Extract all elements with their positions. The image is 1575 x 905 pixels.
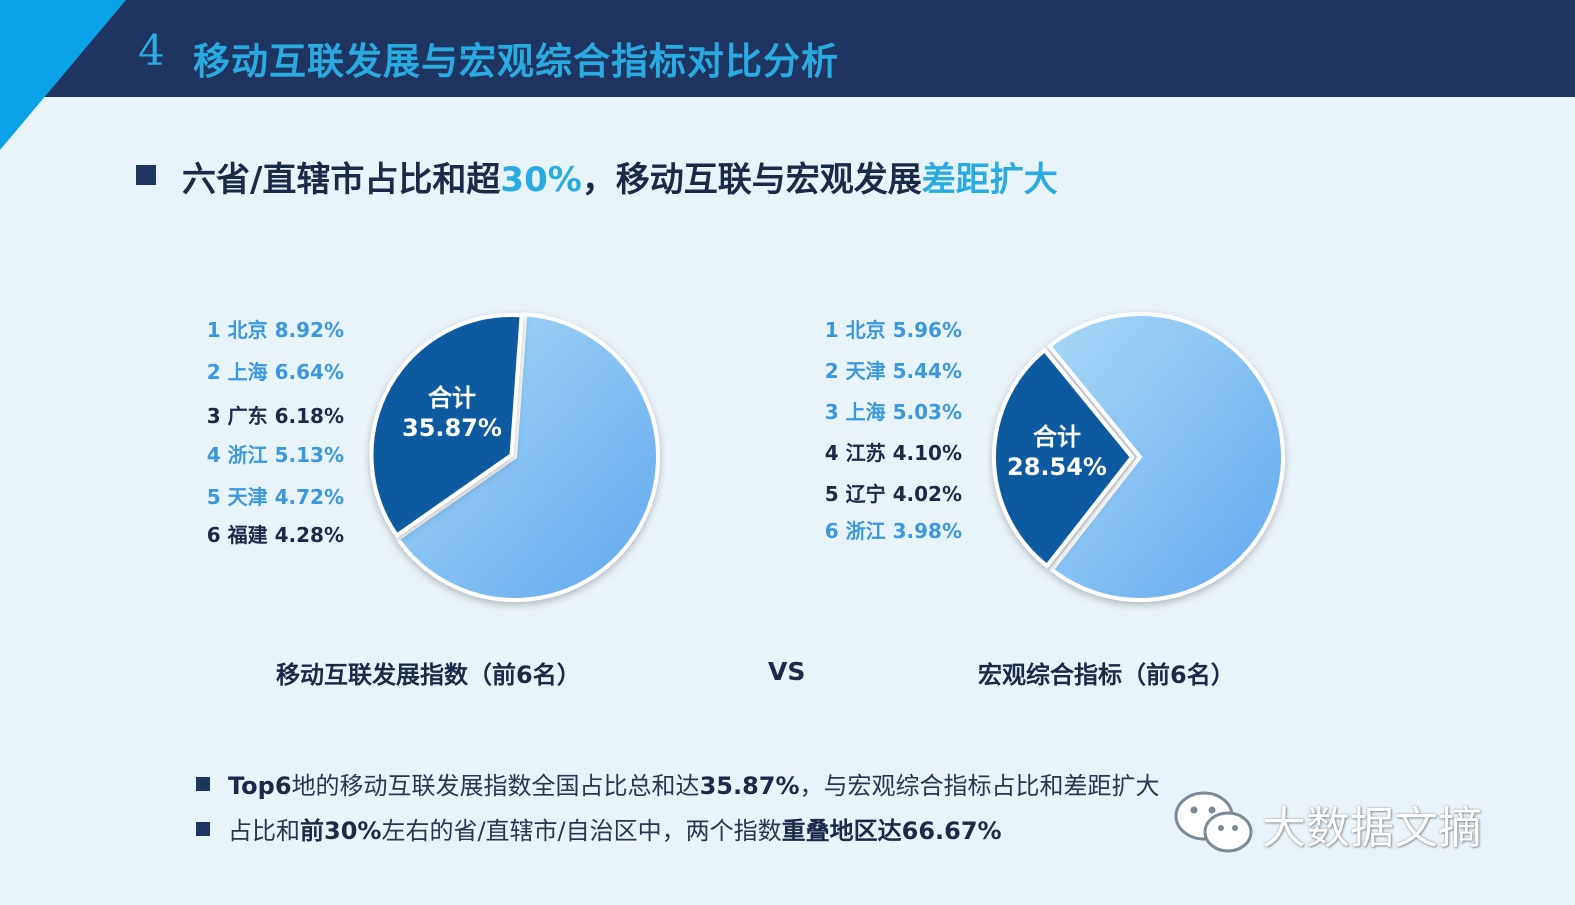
- headline-highlight1: 30%: [500, 160, 582, 200]
- note-2-bold-a: 前30%: [300, 817, 382, 845]
- section-number: 4: [138, 26, 165, 75]
- legend-item-4: 4 江苏 4.10%: [824, 441, 962, 465]
- legend-item-1: 1 北京 5.96%: [824, 318, 962, 342]
- headline-bullet: [136, 165, 156, 185]
- legend-item-1: 1 北京 8.92%: [206, 318, 344, 342]
- pie-slice-rest: [395, 312, 660, 602]
- watermark-text: 大数据文摘: [1262, 803, 1482, 854]
- pie-total-value: 28.54%: [1007, 453, 1107, 481]
- pie-slice-rest: [1046, 312, 1285, 602]
- pie-slice-top6: [369, 313, 524, 539]
- note-1: Top6地的移动互联发展指数全国占比总和达35.87%，与宏观综合指标占比和差距…: [196, 766, 1160, 801]
- caption-left: 移动互联发展指数（前6名）: [276, 661, 581, 689]
- headline-part1: 六省/直辖市占比和超: [182, 160, 501, 200]
- page-title: 移动互联发展与宏观综合指标对比分析: [193, 40, 839, 83]
- note-1-text-c: ，与宏观综合指标占比和差距扩大: [799, 772, 1160, 800]
- note-1-bold-b: 35.87%: [699, 772, 800, 800]
- pie-slice-top6: [992, 347, 1135, 569]
- pie-total-label: 合计: [1033, 423, 1081, 451]
- headline: 六省/直辖市占比和超30%，移动互联与宏观发展差距扩大: [136, 152, 1058, 201]
- wechat-icon: [1174, 791, 1253, 853]
- note-bullet: [196, 822, 210, 836]
- legend-item-2: 2 天津 5.44%: [824, 359, 962, 383]
- legend-item-5: 5 辽宁 4.02%: [824, 482, 962, 506]
- vs-label: VS: [768, 657, 806, 686]
- note-2-text-a: 占比和: [228, 817, 300, 845]
- note-1-text-b: 地的移动互联发展指数全国占比总和达: [291, 772, 700, 800]
- header-bar: 4 移动互联发展与宏观综合指标对比分析: [0, 0, 1575, 150]
- legend-left: 1 北京 8.92% 2 上海 6.64% 3 广东 6.18% 4 浙江 5.13%…: [200, 314, 344, 554]
- legend-item-5: 5 天津 4.72%: [206, 485, 344, 509]
- legend-right: 1 北京 5.96% 2 天津 5.44% 3 上海 5.03% 4 江苏 4.10%…: [810, 314, 962, 554]
- legend-item-3: 3 上海 5.03%: [824, 400, 962, 424]
- header-accent-shape: [0, 0, 126, 150]
- headline-part2: ，移动互联与宏观发展: [581, 160, 922, 200]
- pie-total-value: 35.87%: [402, 414, 502, 442]
- note-2-text-b: 左右的省/直辖市/自治区中，两个指数: [381, 817, 782, 845]
- note-bullet: [196, 777, 210, 791]
- headline-highlight2: 差距扩大: [921, 160, 1058, 200]
- pie-total-label: 合计: [428, 384, 476, 412]
- note-1-bold-a: Top6: [228, 772, 292, 800]
- note-2-bold-b: 重叠地区达66.67%: [781, 817, 1002, 845]
- legend-item-3: 3 广东 6.18%: [206, 404, 344, 428]
- legend-item-6: 6 福建 4.28%: [206, 523, 344, 547]
- legend-item-6: 6 浙江 3.98%: [824, 519, 962, 543]
- caption-right: 宏观综合指标（前6名）: [978, 661, 1235, 689]
- note-2: 占比和前30%左右的省/直辖市/自治区中，两个指数重叠地区达66.67%: [196, 811, 1002, 846]
- legend-item-4: 4 浙江 5.13%: [206, 443, 344, 467]
- legend-item-2: 2 上海 6.64%: [206, 360, 344, 384]
